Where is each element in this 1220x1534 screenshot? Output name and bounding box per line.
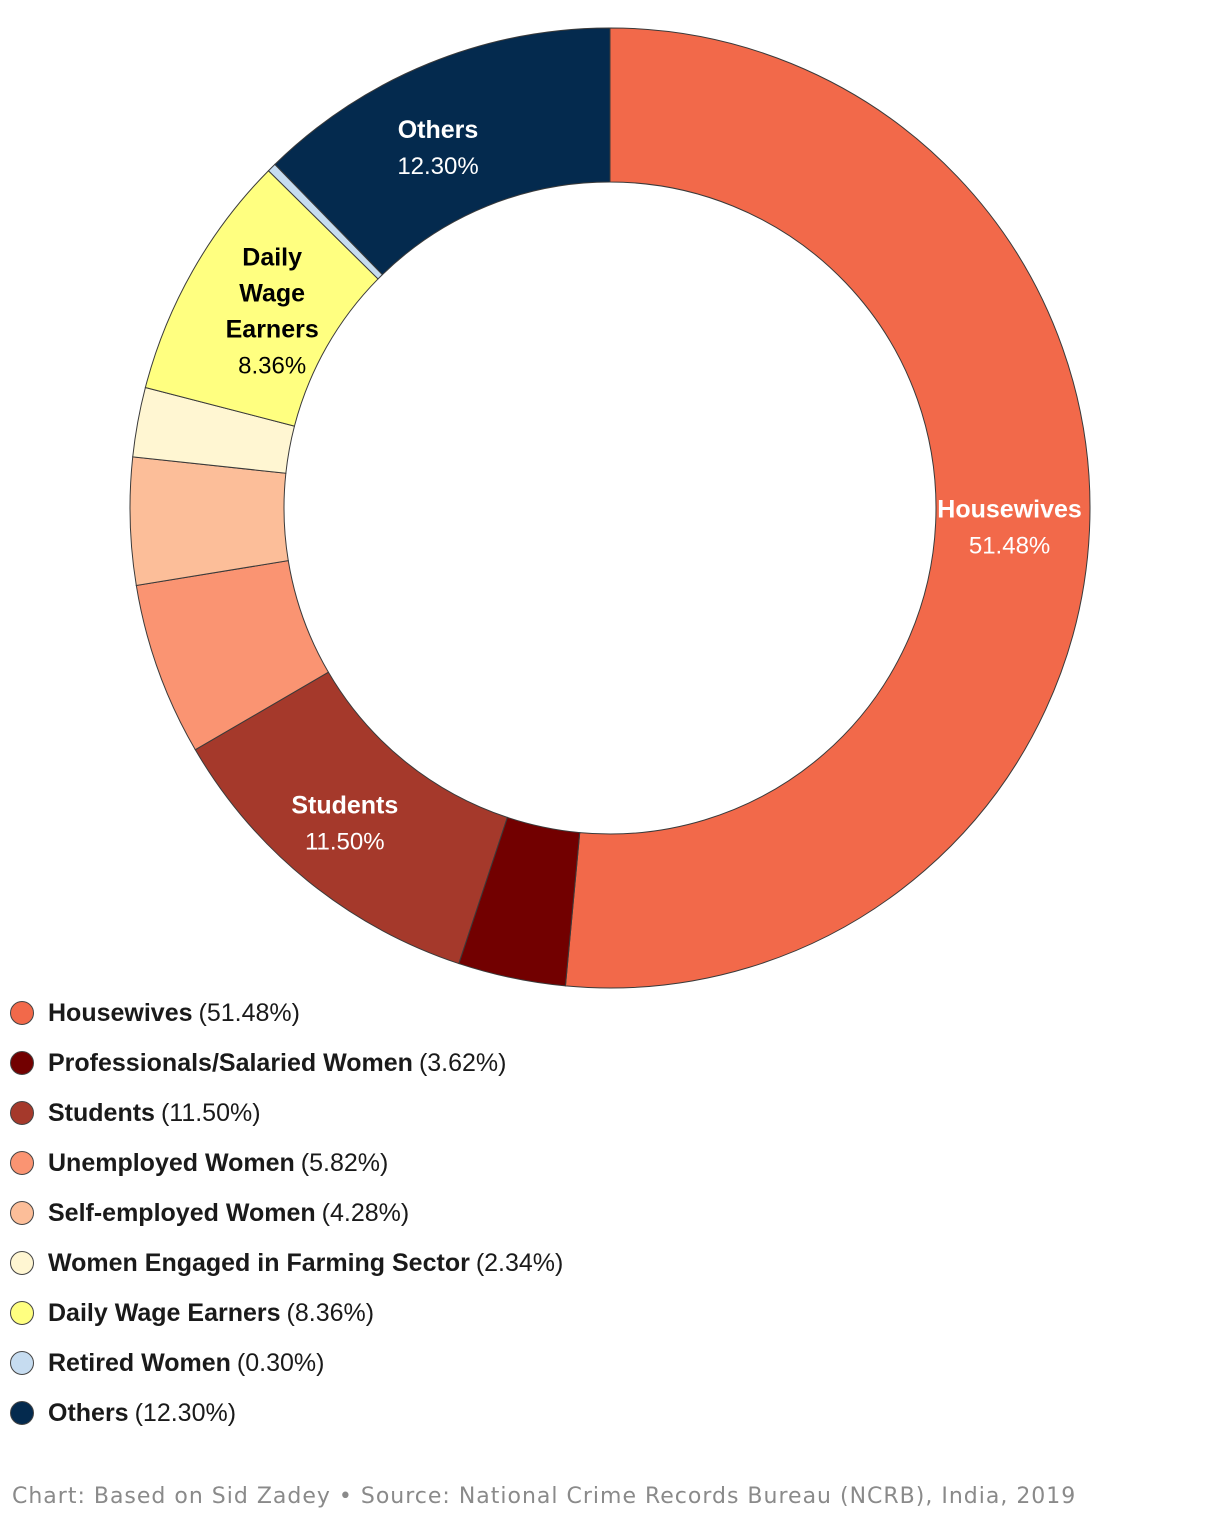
legend-item-value: (12.30%) [134,1398,237,1427]
legend-item-students: Students (11.50%) [10,1088,563,1138]
slice-label-students-value: 11.50% [305,828,385,855]
legend-item-value: (4.28%) [321,1198,410,1227]
legend-item-housewives: Housewives (51.48%) [10,988,563,1038]
legend-swatch-icon [10,1151,34,1175]
slice-label-others-value: 12.30% [397,153,478,180]
legend-item-value: (11.50%) [160,1098,261,1127]
legend-swatch-icon [10,1251,34,1275]
legend-item-women-engaged-in-farming-sector: Women Engaged in Farming Sector (2.34%) [10,1238,563,1288]
chart-legend: Housewives (51.48%) Professionals/Salaried… [10,988,563,1438]
slice-label-others-name: Others [398,116,479,144]
slice-label-daily-wage-earners-name-1: Daily [242,243,302,271]
legend-item-name: Students [48,1098,155,1127]
slice-label-daily-wage-earners-name-3: Earners [226,315,319,343]
legend-item-others: Others (12.30%) [10,1388,563,1438]
legend-swatch-icon [10,1351,34,1375]
donut-chart: Housewives 51.48% Students 11.50% Daily Wage E… [129,27,1091,989]
legend-item-name: Unemployed Women [48,1148,295,1177]
chart-footer-source: Chart: Based on Sid Zadey • Source: Nati… [12,1484,1077,1509]
legend-item-value: (5.82%) [300,1148,389,1177]
legend-item-name: Self-employed Women [48,1198,316,1227]
legend-item-value: (3.62%) [418,1048,507,1077]
legend-swatch-icon [10,1401,34,1425]
donut-slice-labels: Housewives 51.48% Students 11.50% Daily Wage E… [226,116,1082,856]
donut-slices [129,27,1091,989]
legend-swatch-icon [10,1001,34,1025]
slice-housewives [564,27,1091,989]
legend-item-professionals-salaried-women: Professionals/Salaried Women (3.62%) [10,1038,563,1088]
legend-swatch-icon [10,1301,34,1325]
legend-item-name: Daily Wage Earners [48,1298,281,1327]
slice-label-students-name: Students [291,791,398,819]
legend-item-retired-women: Retired Women (0.30%) [10,1338,563,1388]
legend-item-unemployed-women: Unemployed Women (5.82%) [10,1138,563,1188]
legend-item-name: Others [48,1398,129,1427]
slice-label-housewives-value: 51.48% [969,533,1050,560]
slice-label-housewives-name: Housewives [937,496,1082,524]
legend-swatch-icon [10,1201,34,1225]
legend-item-name: Retired Women [48,1348,231,1377]
legend-item-daily-wage-earners: Daily Wage Earners (8.36%) [10,1288,563,1338]
legend-item-value: (51.48%) [198,998,300,1027]
slice-others [274,27,611,276]
legend-item-name: Professionals/Salaried Women [48,1048,413,1077]
legend-item-value: (8.36%) [286,1298,375,1327]
slice-label-daily-wage-earners-value: 8.36% [238,352,306,379]
legend-swatch-icon [10,1051,34,1075]
legend-item-name: Women Engaged in Farming Sector [48,1248,470,1277]
slice-label-daily-wage-earners-name-2: Wage [239,279,305,307]
legend-item-self-employed-women: Self-employed Women (4.28%) [10,1188,563,1238]
legend-item-value: (2.34%) [475,1248,564,1277]
legend-swatch-icon [10,1101,34,1125]
legend-item-name: Housewives [48,998,193,1027]
legend-item-value: (0.30%) [236,1348,325,1377]
